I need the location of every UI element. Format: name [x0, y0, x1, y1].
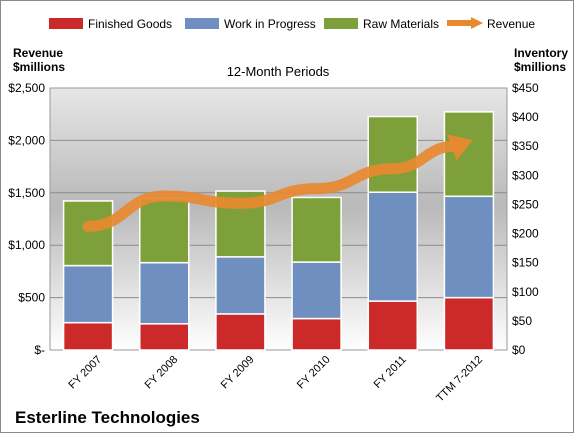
- right-tick-label: $450: [512, 81, 539, 95]
- left-tick-label: $-: [34, 343, 45, 357]
- revenue-line: [82, 140, 462, 232]
- right-tick-label: $100: [512, 285, 539, 299]
- bar-work-in-progress: [62, 264, 114, 324]
- bar-raw-materials: [443, 111, 495, 198]
- x-tick-label: FY 2011: [372, 354, 409, 391]
- bar-raw-materials: [139, 197, 190, 264]
- revenue-point: [87, 225, 89, 227]
- legend-arrowhead-revenue: [471, 17, 483, 29]
- legend-swatch-finished-goods: [49, 18, 83, 29]
- bar-raw-materials: [291, 196, 342, 263]
- plot-area: [49, 87, 508, 351]
- revenue-point: [163, 195, 165, 197]
- company-name: Esterline Technologies: [15, 408, 200, 427]
- chart-title: 12-Month Periods: [227, 64, 330, 79]
- right-axis-title-line2: $millions: [514, 60, 566, 74]
- revenue-point: [239, 202, 241, 204]
- bar-finished-goods: [139, 323, 190, 351]
- revenue-point: [468, 140, 470, 142]
- right-tick-label: $350: [512, 139, 539, 153]
- bar-work-in-progress: [139, 261, 190, 325]
- right-tick-label: $400: [512, 110, 539, 124]
- legend: Finished Goods Work in Progress Raw Mate…: [49, 17, 535, 31]
- revenue-point: [392, 168, 394, 170]
- bar-finished-goods: [367, 300, 418, 351]
- bar-finished-goods: [443, 296, 495, 351]
- left-tick-label: $1,000: [8, 238, 45, 252]
- bar-finished-goods: [62, 321, 114, 351]
- right-tick-label: $300: [512, 168, 539, 182]
- left-axis-title-line1: Revenue: [13, 46, 63, 60]
- bar-work-in-progress: [215, 256, 266, 315]
- revenue-arrowhead: [447, 134, 473, 161]
- revenue-series: [82, 134, 473, 232]
- x-tick-label: FY 2007: [66, 354, 104, 392]
- bars: [62, 111, 495, 351]
- x-axis-ticks: FY 2007 FY 2008 FY 2009 FY 2010 FY 2011 TTM 7…: [66, 354, 485, 405]
- left-tick-label: $2,500: [8, 81, 45, 95]
- bar-finished-goods: [215, 313, 266, 351]
- x-tick-label: TTM 7-2012: [434, 354, 485, 405]
- x-tick-label: FY 2010: [295, 354, 333, 392]
- legend-swatch-work-in-progress: [185, 18, 219, 29]
- legend-label-finished-goods: Finished Goods: [88, 17, 172, 31]
- bar-raw-materials: [367, 115, 418, 193]
- legend-label-work-in-progress: Work in Progress: [224, 17, 316, 31]
- x-tick-label: FY 2009: [219, 354, 257, 392]
- legend-swatch-raw-materials: [324, 18, 358, 29]
- right-tick-label: $250: [512, 197, 539, 211]
- bar-work-in-progress: [367, 191, 418, 302]
- left-tick-label: $1,500: [8, 186, 45, 200]
- bar-work-in-progress: [291, 261, 342, 320]
- left-tick-label: $500: [18, 291, 45, 305]
- legend-label-revenue: Revenue: [487, 17, 535, 31]
- bar-finished-goods: [291, 317, 342, 351]
- bar-raw-materials: [62, 200, 114, 267]
- right-tick-label: $0: [512, 343, 526, 357]
- left-axis-title-line2: $millions: [13, 60, 65, 74]
- left-tick-label: $2,000: [8, 133, 45, 147]
- x-tick-label: FY 2008: [143, 354, 181, 392]
- bar-work-in-progress: [443, 195, 495, 299]
- left-axis-ticks: $2,500 $2,000 $1,500 $1,000 $500 $-: [8, 81, 45, 357]
- right-tick-label: $150: [512, 256, 539, 270]
- right-tick-label: $200: [512, 227, 539, 241]
- legend-label-raw-materials: Raw Materials: [363, 17, 439, 31]
- revenue-point: [316, 188, 318, 190]
- right-axis-ticks: $450 $400 $350 $300 $250 $200 $150 $100 $50 $0: [512, 81, 539, 357]
- right-axis-title-line1: Inventory: [514, 46, 568, 60]
- right-tick-label: $50: [512, 314, 532, 328]
